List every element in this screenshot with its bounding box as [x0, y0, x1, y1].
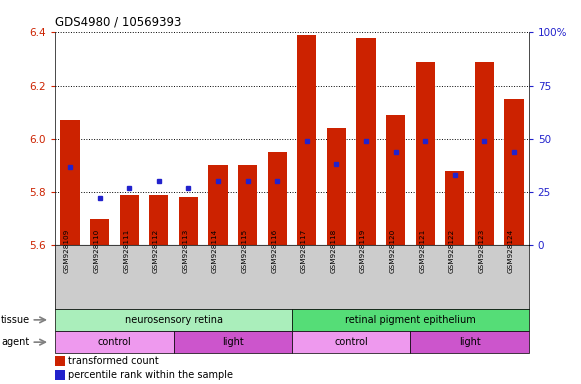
Bar: [267, 152, 287, 245]
Bar: [90, 219, 109, 245]
Text: retinal pigment epithelium: retinal pigment epithelium: [345, 315, 476, 325]
Text: control: control: [98, 337, 131, 347]
Bar: [209, 166, 228, 245]
Bar: [55, 309, 292, 331]
Bar: [149, 195, 168, 245]
Bar: [504, 99, 523, 245]
Text: GSM928123: GSM928123: [478, 228, 485, 273]
Text: GSM928113: GSM928113: [182, 228, 188, 273]
Bar: [238, 166, 257, 245]
Text: GSM928114: GSM928114: [212, 228, 218, 273]
Text: GSM928121: GSM928121: [419, 228, 425, 273]
Text: agent: agent: [1, 337, 30, 347]
Bar: [297, 35, 317, 245]
Text: GSM928120: GSM928120: [389, 228, 396, 273]
Bar: [410, 331, 529, 353]
Bar: [55, 370, 64, 380]
Bar: [179, 197, 198, 245]
Bar: [292, 331, 410, 353]
Text: GSM928112: GSM928112: [153, 228, 159, 273]
Bar: [55, 356, 64, 366]
Text: light: light: [222, 337, 243, 347]
Text: GSM928117: GSM928117: [301, 228, 307, 273]
Text: light: light: [458, 337, 480, 347]
Bar: [55, 331, 174, 353]
Text: GSM928116: GSM928116: [271, 228, 277, 273]
Text: GSM928124: GSM928124: [508, 228, 514, 273]
Bar: [445, 171, 464, 245]
Text: GDS4980 / 10569393: GDS4980 / 10569393: [55, 15, 182, 28]
Text: GSM928111: GSM928111: [123, 228, 129, 273]
Bar: [292, 309, 529, 331]
Bar: [327, 128, 346, 245]
Text: GSM928122: GSM928122: [449, 228, 455, 273]
Text: tissue: tissue: [1, 315, 30, 325]
Text: GSM928119: GSM928119: [360, 228, 366, 273]
Text: transformed count: transformed count: [69, 356, 159, 366]
Bar: [475, 61, 494, 245]
Text: GSM928115: GSM928115: [242, 228, 248, 273]
Bar: [356, 38, 375, 245]
Bar: [60, 120, 80, 245]
Text: GSM928118: GSM928118: [331, 228, 336, 273]
Bar: [386, 115, 405, 245]
Text: GSM928110: GSM928110: [94, 228, 99, 273]
Text: percentile rank within the sample: percentile rank within the sample: [69, 370, 234, 380]
Text: neurosensory retina: neurosensory retina: [124, 315, 223, 325]
Bar: [174, 331, 292, 353]
Text: control: control: [334, 337, 368, 347]
Bar: [120, 195, 139, 245]
Text: GSM928109: GSM928109: [64, 228, 70, 273]
Bar: [415, 61, 435, 245]
